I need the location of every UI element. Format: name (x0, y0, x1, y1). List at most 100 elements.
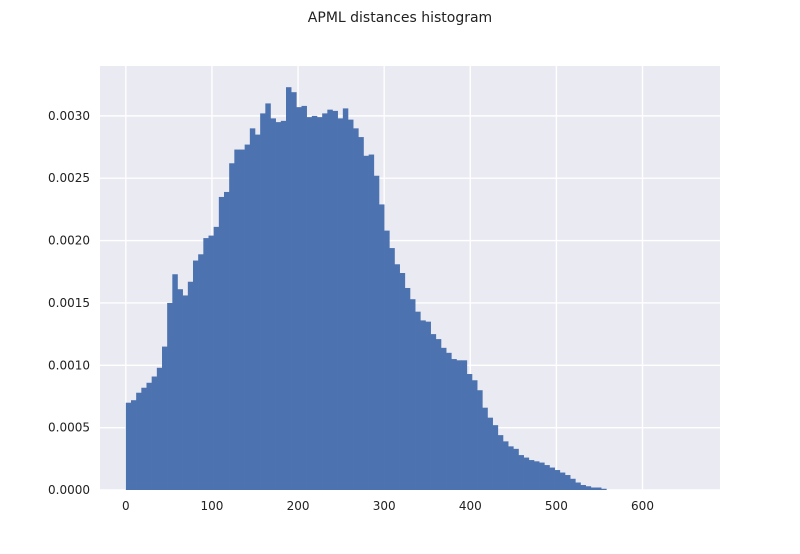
histogram-bar (590, 487, 597, 490)
histogram-bar (358, 137, 364, 491)
histogram-bar (472, 380, 478, 490)
histogram-bar (544, 465, 550, 490)
histogram-bar (218, 196, 225, 491)
x-tick-label: 200 (287, 499, 310, 513)
histogram-bar (311, 115, 318, 490)
histogram-bar (435, 339, 442, 490)
histogram-bar (487, 417, 493, 490)
histogram-bar (451, 359, 457, 490)
histogram-bar (280, 120, 287, 490)
histogram-bar (379, 204, 385, 490)
histogram-bar (317, 117, 323, 491)
histogram-bar (332, 110, 338, 491)
histogram-bar (394, 264, 400, 490)
histogram-bar (601, 488, 607, 490)
histogram-bar (410, 299, 416, 490)
histogram-bar (275, 122, 282, 490)
histogram-bar (239, 149, 245, 490)
histogram-bar (368, 154, 375, 490)
histogram-bar (353, 128, 359, 490)
histogram-bar (337, 118, 344, 491)
histogram-bar (518, 455, 524, 490)
histogram-bar (229, 163, 235, 491)
y-tick-label: 0.0030 (48, 109, 90, 123)
histogram-bar (265, 103, 271, 490)
histogram-bar (461, 360, 468, 490)
histogram-bar (187, 281, 194, 490)
y-tick-label: 0.0015 (48, 296, 90, 310)
chart-title: APML distances histogram (308, 10, 492, 26)
histogram-bar (539, 462, 545, 490)
histogram-bar (172, 274, 178, 490)
histogram-bar (596, 487, 602, 490)
histogram-bar (565, 475, 571, 490)
histogram-bar (306, 117, 313, 491)
x-tick-label: 400 (459, 499, 482, 513)
x-axis-ticks: 0 100 200 300 400 500 600 (122, 499, 654, 513)
histogram-bar (182, 295, 189, 490)
histogram-bar (136, 392, 142, 490)
histogram-bar (162, 346, 168, 490)
histogram-bar (430, 334, 437, 490)
x-tick-label: 100 (200, 499, 223, 513)
histogram-bar (141, 387, 147, 490)
histogram-bar (441, 347, 447, 490)
y-axis-ticks: 0.0000 0.0005 0.0010 0.0015 0.0020 0.0025 0.00… (48, 109, 90, 497)
histogram-bar (322, 113, 328, 490)
histogram-bar (260, 113, 266, 490)
histogram-bar (399, 273, 406, 490)
histogram-bar (301, 105, 307, 490)
histogram-bar (234, 149, 240, 490)
histogram-bar (575, 482, 581, 490)
x-tick-label: 0 (122, 499, 130, 513)
y-tick-label: 0.0020 (48, 234, 90, 248)
histogram-bar (213, 226, 220, 490)
histogram-bar (415, 311, 421, 490)
histogram-bar (125, 402, 132, 490)
histogram-bar (131, 400, 137, 490)
histogram-bar (482, 407, 488, 490)
histogram-bar (570, 478, 576, 490)
histogram-bar (503, 441, 509, 490)
histogram-bar (249, 128, 256, 490)
histogram-bar (585, 486, 592, 490)
histogram-bar (146, 382, 152, 490)
histogram-bar (255, 134, 261, 490)
histogram-bar (156, 367, 163, 490)
histogram-bar (534, 461, 540, 490)
y-tick-label: 0.0010 (48, 358, 90, 372)
histogram-bar (151, 376, 158, 490)
histogram-bar (446, 352, 452, 490)
histogram-bar (167, 302, 173, 490)
histogram-bar (580, 485, 586, 490)
histogram-bar (363, 155, 369, 490)
y-tick-label: 0.0025 (48, 171, 90, 185)
histogram-bar (244, 144, 251, 491)
histogram-bar (177, 289, 183, 490)
histogram-bar (508, 446, 514, 490)
histogram-bar (528, 460, 535, 490)
histogram-bar (466, 374, 473, 490)
histogram-bar (327, 109, 333, 490)
histogram-bar (384, 230, 390, 491)
x-tick-label: 600 (631, 499, 654, 513)
histogram-bar (523, 457, 530, 490)
histogram-bar (348, 119, 354, 490)
histogram-bar (286, 87, 292, 490)
histogram-bar (224, 191, 230, 490)
histogram-bar (198, 254, 204, 490)
histogram-bar (456, 360, 462, 490)
histogram-bar (373, 175, 380, 490)
y-tick-label: 0.0005 (48, 421, 90, 435)
y-tick-label: 0.0000 (48, 483, 90, 497)
histogram-bar (208, 235, 214, 490)
histogram-bar (554, 470, 561, 490)
histogram-bar (425, 321, 431, 490)
histogram-bar (291, 92, 297, 490)
histogram-bar (559, 472, 566, 490)
histogram-bar (492, 425, 499, 490)
histogram-bar (404, 287, 411, 490)
histogram-bar (193, 260, 199, 490)
